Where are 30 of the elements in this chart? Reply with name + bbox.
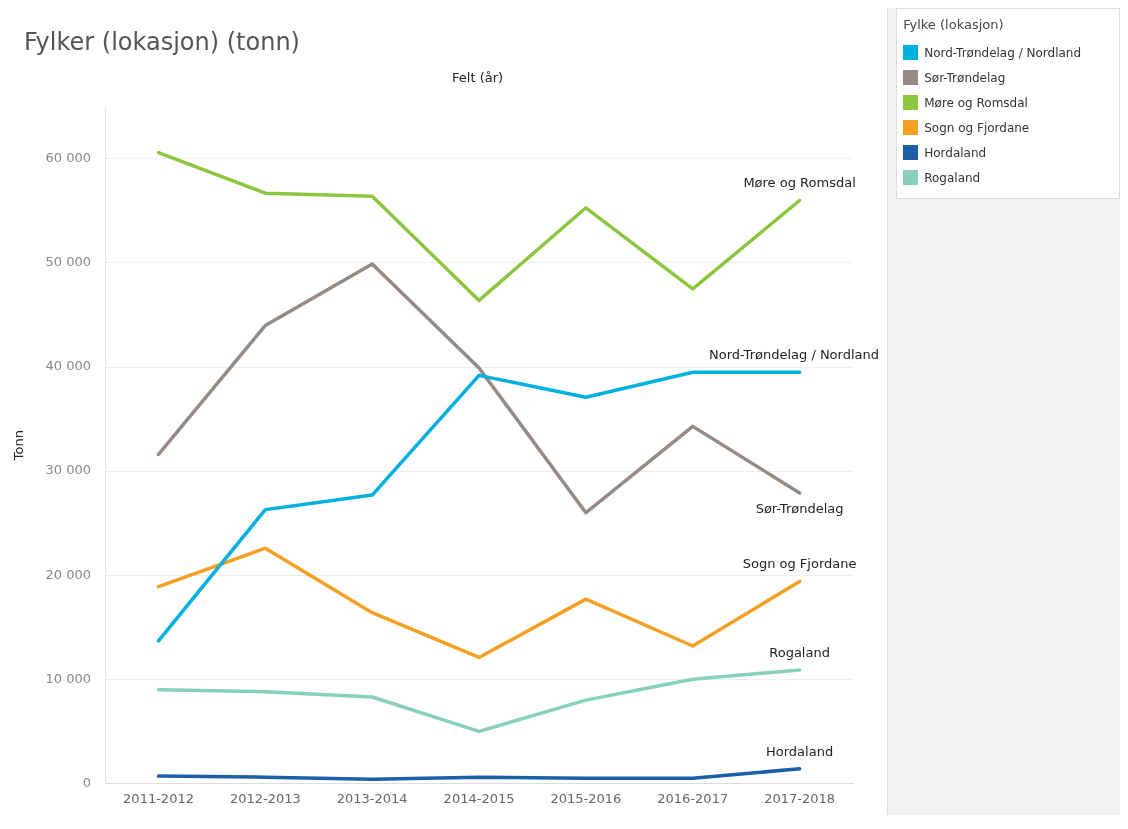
x-tick-label: 2011-2012: [123, 790, 194, 806]
y-tick-label: 50 000: [45, 254, 92, 270]
legend-label: Sør-Trøndelag: [924, 70, 1006, 85]
legend-title: Fylke (lokasjon): [903, 17, 1005, 32]
y-tick-label: 30 000: [45, 462, 92, 478]
x-tick-label: 2014-2015: [443, 790, 515, 806]
chart-title: Fylker (lokasjon) (tonn): [23, 27, 301, 56]
text: Sogn og Fjordane: [742, 556, 857, 572]
text: Nord-Trøndelag / Nordland: [709, 347, 879, 363]
legend-label: Hordaland: [924, 145, 987, 160]
y-tick-label: 10 000: [45, 670, 92, 686]
legend-label: Sogn og Fjordane: [924, 120, 1030, 135]
x-tick-label: 2013-2014: [336, 790, 408, 806]
text: Hordaland: [766, 743, 834, 759]
y-tick-label: 60 000: [45, 150, 92, 166]
y-tick-label: 40 000: [45, 358, 92, 374]
x-tick-label: 2017-2018: [764, 790, 836, 806]
x-tick-label: 2016-2017: [657, 790, 729, 806]
legend-label: Møre og Romsdal: [924, 95, 1028, 110]
text: Møre og Romsdal: [743, 175, 856, 191]
text: Rogaland: [769, 644, 830, 660]
legend-label: Rogaland: [924, 170, 981, 185]
x-tick-label: 2012-2013: [229, 790, 301, 806]
y-axis-title: Tonn: [11, 430, 27, 462]
y-tick-label: 0: [82, 774, 92, 790]
y-tick-label: 20 000: [45, 566, 92, 582]
text: Sør-Trøndelag: [755, 500, 844, 516]
x-axis-title: Felt (år): [451, 70, 505, 85]
x-tick-label: 2015-2016: [550, 790, 622, 806]
legend-label: Nord-Trøndelag / Nordland: [924, 45, 1082, 60]
